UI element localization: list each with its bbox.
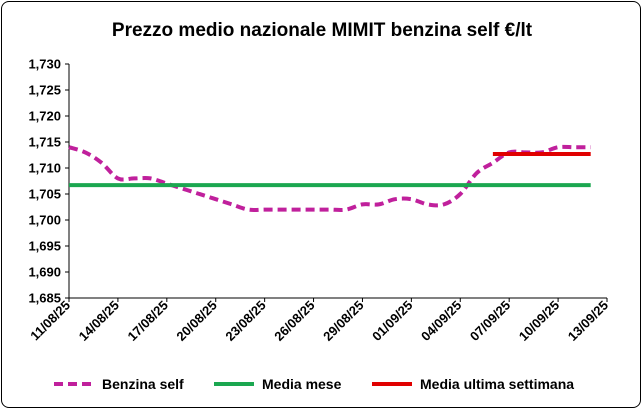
x-tick-label: 17/08/25 (125, 298, 171, 344)
x-tick-label: 13/09/25 (565, 298, 611, 344)
y-tick-label: 1,695 (28, 239, 61, 254)
legend: Benzina self Media mese Media ultima setti… (54, 376, 574, 392)
x-tick-label: 04/09/25 (418, 298, 464, 344)
x-tick-label: 20/08/25 (173, 298, 219, 344)
series-line-1 (68, 144, 591, 212)
y-tick-label: 1,730 (28, 57, 61, 72)
x-axis: 11/08/25 14/08/25 17/08/25 20/08/25 23/08/25… (27, 297, 611, 344)
x-tick-label: 29/08/25 (320, 298, 366, 344)
legend-label-1: Benzina self (102, 376, 184, 392)
y-tick-label: 1,720 (28, 109, 61, 124)
y-tick-label: 1,685 (28, 291, 61, 306)
x-tick-label: 23/08/25 (222, 298, 268, 344)
series-layer (68, 144, 591, 212)
x-tick-label: 14/08/25 (76, 298, 122, 344)
y-tick-label: 1,690 (28, 265, 61, 280)
legend-label-3: Media ultima settimana (420, 376, 574, 392)
y-tick-label: 1,700 (28, 213, 61, 228)
x-tick-label: 10/09/25 (516, 298, 562, 344)
y-tick-label: 1,705 (28, 187, 61, 202)
y-axis: 1,685 1,690 1,695 1,700 1,705 1,710 1,715 1,720… (28, 57, 70, 306)
chart-title: Prezzo medio nazionale MIMIT benzina sel… (112, 20, 533, 41)
y-tick-label: 1,715 (28, 135, 61, 150)
x-tick-label: 07/09/25 (467, 298, 513, 344)
x-tick-label: 26/08/25 (271, 298, 317, 344)
x-tick-label: 01/09/25 (369, 298, 415, 344)
legend-label-2: Media mese (262, 376, 342, 392)
y-tick-label: 1,725 (28, 83, 61, 98)
y-tick-label: 1,710 (28, 161, 61, 176)
